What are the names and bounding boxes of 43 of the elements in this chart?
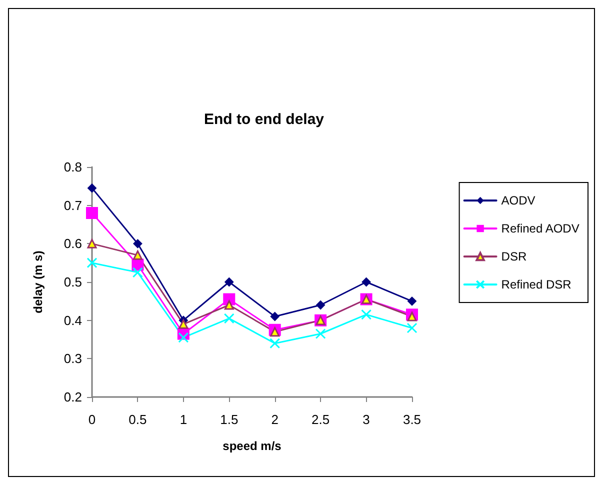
y-tick-label: 0.8 (64, 160, 82, 174)
point (132, 267, 143, 278)
point (224, 313, 234, 324)
legend-label: Refined AODV (501, 222, 580, 236)
y-tick-label: 0.7 (64, 198, 82, 213)
x-tick-label: 1.5 (220, 412, 238, 427)
y-tick-label: 0.3 (64, 351, 82, 366)
point (86, 207, 98, 219)
y-tick-label: 0.4 (64, 312, 82, 328)
point (270, 338, 280, 349)
point (361, 309, 372, 320)
point (224, 278, 234, 286)
point (132, 250, 142, 260)
point (406, 322, 418, 334)
point (270, 327, 280, 337)
x-tick-label: 1 (180, 412, 188, 427)
point (408, 296, 416, 306)
point (88, 184, 96, 193)
y-tick-label: 0.6 (64, 236, 82, 252)
legend-label: DSR (501, 250, 527, 264)
point (315, 328, 326, 339)
y-axis-title: delay (m s) (31, 250, 45, 314)
point (86, 258, 98, 268)
legend-label: Refined DSR (501, 278, 572, 292)
x-tick-label: 2 (271, 412, 278, 427)
point (133, 239, 142, 248)
x-tick-label: 3 (362, 412, 370, 427)
chart-title: End to end delay (204, 111, 325, 128)
point (178, 332, 189, 343)
x-tick-label: 0.5 (128, 412, 147, 427)
x-axis-title: speed m/s (222, 439, 282, 453)
y-tick-label: 0.5 (64, 274, 82, 290)
point (407, 312, 417, 322)
y-tick-label: 0.2 (64, 390, 82, 404)
point (362, 278, 371, 286)
x-tick-label: 2.5 (312, 412, 330, 427)
x-tick-label: 3.5 (402, 412, 422, 427)
point (270, 312, 280, 321)
point (316, 300, 326, 310)
legend-label: AODV (501, 194, 536, 208)
point (178, 319, 188, 329)
x-tick-label: 0 (88, 412, 96, 427)
point (224, 300, 234, 310)
